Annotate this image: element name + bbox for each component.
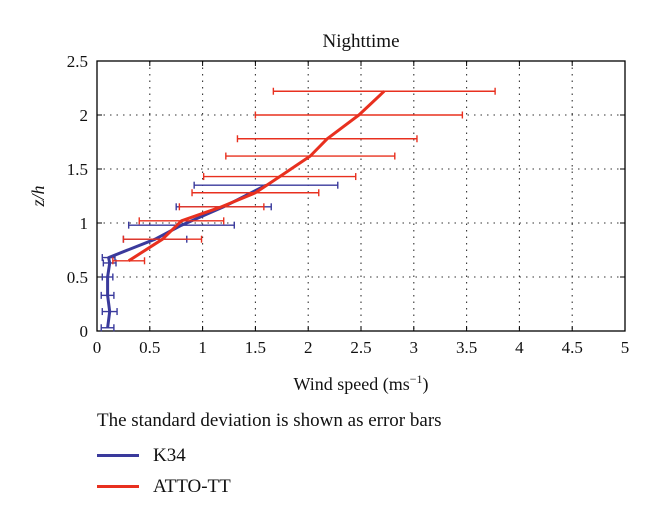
line-k34: [106, 183, 267, 328]
y-tick-label: 1.5: [67, 160, 88, 179]
legend-label-k34: K34: [153, 444, 186, 466]
y-axis-title: z/h: [28, 185, 48, 207]
legend-label-atto-tt: ATTO-TT: [153, 475, 231, 497]
y-tick-label: 2: [80, 106, 89, 125]
x-axis-title: Wind speed (ms−1): [293, 372, 428, 395]
x-tick-label: 5: [621, 338, 630, 357]
x-tick-label: 1.5: [245, 338, 266, 357]
x-tick-label: 2.5: [350, 338, 371, 357]
x-tick-label: 2: [304, 338, 313, 357]
line-atto-tt: [127, 90, 386, 263]
x-tick-label: 0.5: [139, 338, 160, 357]
x-tick-label: 3: [410, 338, 419, 357]
series-atto-tt: [112, 87, 496, 265]
legend-item-k34: K34: [97, 440, 231, 471]
y-tick-label: 0: [80, 322, 89, 341]
chart-title: Nighttime: [322, 31, 399, 52]
chart-svg: Nighttime 0 0.5 1 1.5 2 2.5 3 3.5 4 4.5 5 0 0.5 1 1.5 2…: [28, 31, 630, 395]
x-tick-label: 3.5: [456, 338, 477, 357]
grid: [97, 61, 625, 331]
legend-swatch-k34: [97, 454, 139, 457]
x-tick-label: 1: [198, 338, 207, 357]
x-tick-label: 4.5: [562, 338, 583, 357]
x-tick-label: 0: [93, 338, 102, 357]
y-tick-label: 1: [80, 214, 89, 233]
legend-swatch-atto-tt: [97, 485, 139, 488]
y-tick-label: 0.5: [67, 268, 88, 287]
x-tick-label: 4: [515, 338, 524, 357]
series-group: [100, 87, 496, 332]
error-bar-note: The standard deviation is shown as error…: [97, 410, 442, 431]
legend-item-atto-tt: ATTO-TT: [97, 471, 231, 502]
y-tick-label: 2.5: [67, 52, 88, 71]
legend: K34 ATTO-TT: [97, 440, 231, 502]
ticks: 0 0.5 1 1.5 2 2.5 3 3.5 4 4.5 5 0 0.5 1 1.5 2 2.5: [67, 52, 630, 357]
